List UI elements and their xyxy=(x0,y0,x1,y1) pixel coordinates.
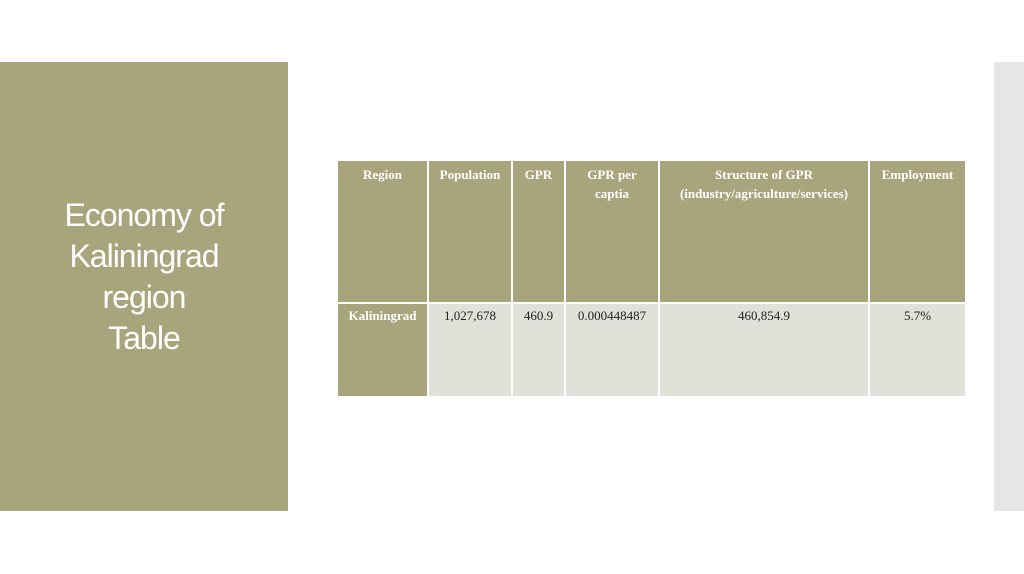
header-employment: Employment xyxy=(870,161,965,302)
table-header-row: Region Population GPR GPR per captia Str… xyxy=(338,161,965,302)
cell-structure: 460,854.9 xyxy=(660,304,868,396)
cell-gpr-per-capita: 0.000448487 xyxy=(566,304,658,396)
title-panel: Economy of Kaliningrad region Table xyxy=(0,62,288,511)
header-structure: Structure of GPR (industry/agriculture/s… xyxy=(660,161,868,302)
header-population: Population xyxy=(429,161,511,302)
header-gpr-per-capita: GPR per captia xyxy=(566,161,658,302)
title-line: Table xyxy=(108,319,180,356)
cell-gpr: 460.9 xyxy=(513,304,564,396)
title-line: Economy of xyxy=(64,196,225,233)
cell-employment: 5.7% xyxy=(870,304,965,396)
cell-region: Kaliningrad xyxy=(338,304,427,396)
economy-table: Region Population GPR GPR per captia Str… xyxy=(336,159,967,398)
slide-title: Economy of Kaliningrad region Table xyxy=(64,195,225,359)
side-bar-decoration xyxy=(994,62,1024,511)
table-row: Kaliningrad 1,027,678 460.9 0.000448487 … xyxy=(338,304,965,396)
title-line: region xyxy=(102,278,187,315)
cell-population: 1,027,678 xyxy=(429,304,511,396)
header-gpr: GPR xyxy=(513,161,564,302)
title-line: Kaliningrad xyxy=(69,237,219,274)
header-region: Region xyxy=(338,161,427,302)
